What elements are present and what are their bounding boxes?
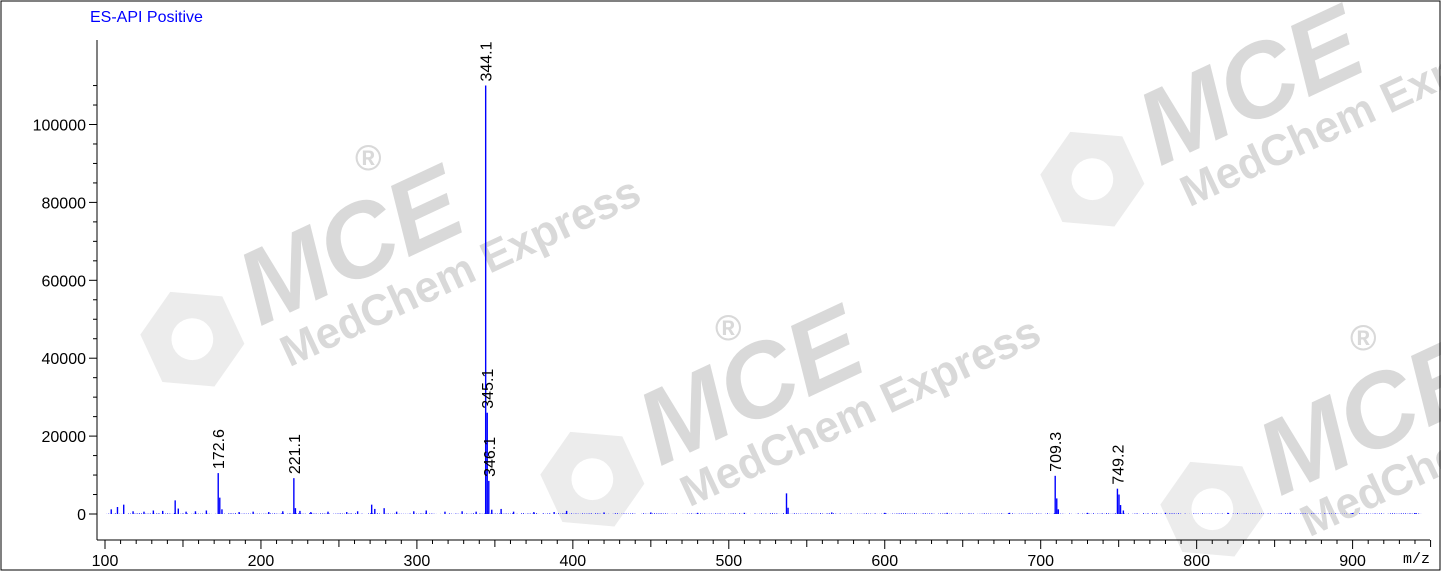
x-tick-label: 700 <box>1027 553 1054 570</box>
y-tick-label: 40000 <box>42 351 87 368</box>
watermark-registered-mark: ® <box>1350 317 1377 358</box>
watermark-hexagon-core <box>171 318 214 361</box>
peak-label: 709.3 <box>1048 432 1065 472</box>
x-axis-unit: m/z <box>1403 551 1430 568</box>
x-tick-label: 500 <box>715 553 742 570</box>
x-tick-label: 600 <box>871 553 898 570</box>
x-tick-label: 100 <box>92 553 119 570</box>
peak-label: 346.1 <box>482 437 499 477</box>
watermark-hexagon-core <box>1191 488 1234 531</box>
peak-label: 221.1 <box>287 434 304 474</box>
spectrum-peaks <box>106 85 1422 514</box>
peak-label: 749.2 <box>1110 445 1127 485</box>
x-tick-label: 200 <box>248 553 275 570</box>
x-tick-label: 900 <box>1339 553 1366 570</box>
y-tick-label: 80000 <box>42 195 87 212</box>
y-tick-label: 100000 <box>33 118 86 135</box>
peak-label: 172.6 <box>211 429 228 469</box>
y-tick-label: 20000 <box>42 429 87 446</box>
x-tick-label: 300 <box>404 553 431 570</box>
peak-labels: 172.6 221.1 344.1 345.1 346.1 709.3 749.2 <box>211 41 1127 484</box>
watermark-registered-mark: ® <box>355 137 382 178</box>
watermark-hexagon-core <box>1071 158 1114 201</box>
peak-label: 345.1 <box>480 369 497 409</box>
peak-label: 344.1 <box>479 41 496 81</box>
x-tick-label: 400 <box>559 553 586 570</box>
y-tick-label: 0 <box>77 507 86 524</box>
watermark-registered-mark: ® <box>715 307 742 348</box>
chart-title: ES-API Positive <box>90 9 203 26</box>
axes: 0 20000 40000 60000 80000 100000 100 200 300 400 5… <box>33 40 1432 570</box>
watermark-hexagon-core <box>571 458 614 501</box>
y-tick-label: 60000 <box>42 273 87 290</box>
x-tick-label: 800 <box>1183 553 1210 570</box>
